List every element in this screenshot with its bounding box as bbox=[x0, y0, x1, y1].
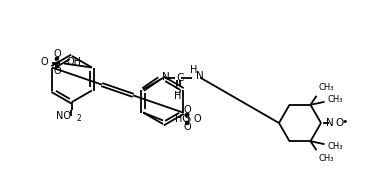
Text: S: S bbox=[54, 57, 60, 66]
Text: NO: NO bbox=[56, 111, 71, 121]
Text: •: • bbox=[341, 117, 348, 127]
Text: O: O bbox=[40, 57, 48, 66]
Text: CH₃: CH₃ bbox=[327, 95, 343, 104]
Text: C: C bbox=[176, 73, 184, 83]
Text: N: N bbox=[162, 71, 170, 82]
Text: CH₃: CH₃ bbox=[327, 142, 343, 151]
Text: S: S bbox=[175, 84, 181, 95]
Text: 2: 2 bbox=[76, 113, 81, 122]
Text: O: O bbox=[53, 49, 61, 58]
Text: O: O bbox=[183, 104, 191, 114]
Text: O: O bbox=[193, 113, 201, 124]
Text: O: O bbox=[53, 66, 61, 75]
Text: N: N bbox=[326, 118, 334, 128]
Text: H: H bbox=[174, 91, 182, 100]
Text: HO: HO bbox=[175, 113, 190, 124]
Text: N: N bbox=[196, 70, 204, 80]
Text: S: S bbox=[184, 113, 190, 124]
Text: O: O bbox=[335, 118, 343, 128]
Text: H: H bbox=[190, 65, 198, 74]
Text: CH₃: CH₃ bbox=[319, 83, 334, 92]
Text: O: O bbox=[183, 122, 191, 133]
Text: OH: OH bbox=[67, 57, 82, 66]
Text: CH₃: CH₃ bbox=[319, 154, 334, 163]
